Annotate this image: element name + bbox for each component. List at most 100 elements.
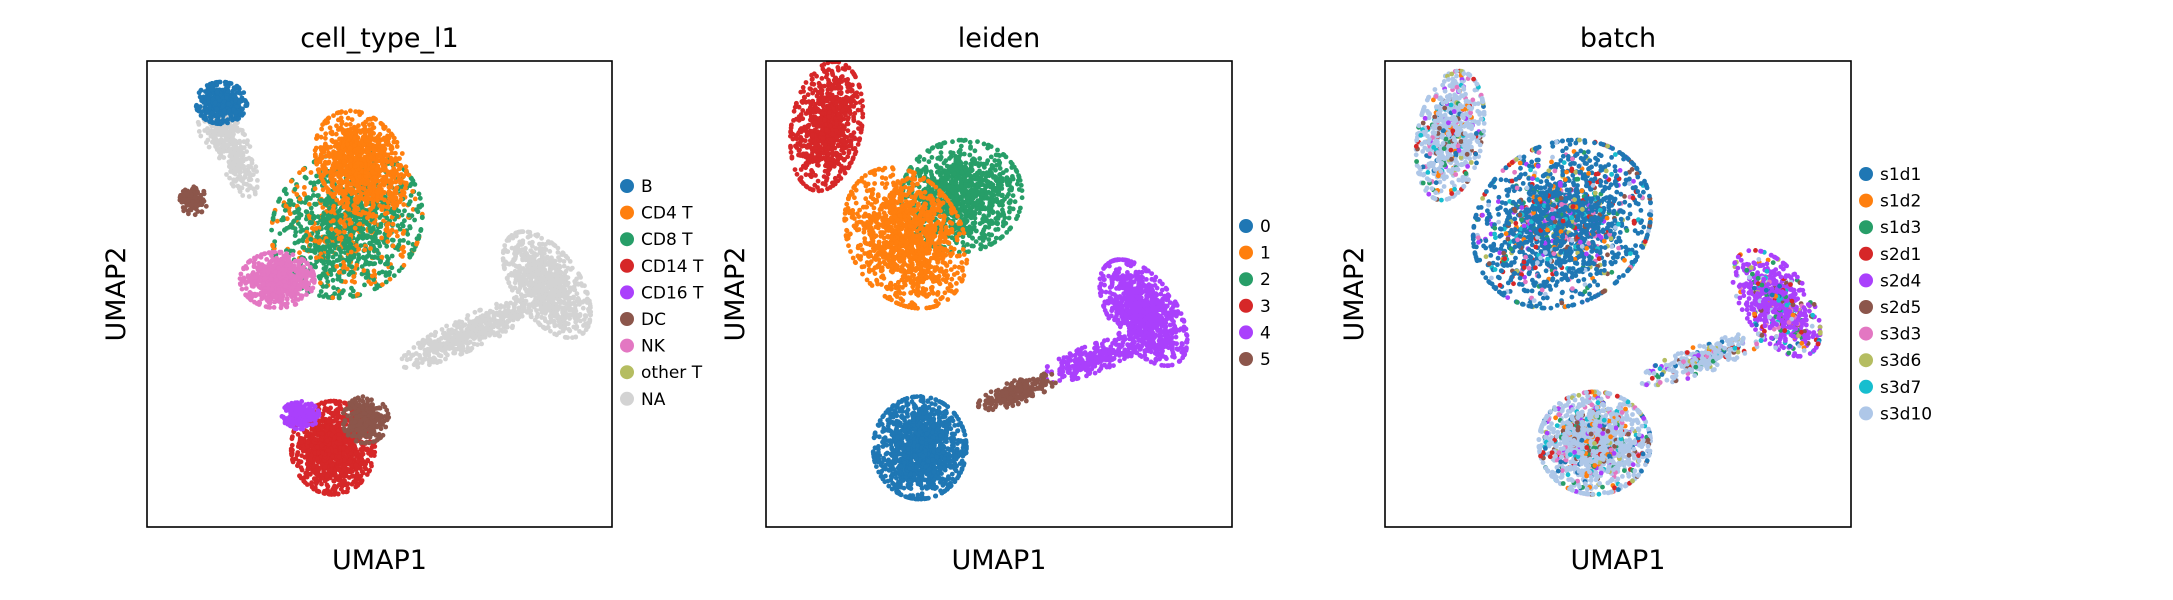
point — [198, 192, 204, 198]
point — [356, 235, 362, 241]
point — [209, 110, 215, 116]
point — [372, 261, 378, 266]
point — [348, 122, 353, 127]
point — [456, 334, 462, 340]
point — [373, 177, 378, 183]
point — [308, 205, 314, 211]
point — [373, 285, 379, 291]
point — [287, 211, 293, 217]
point — [407, 225, 413, 231]
point — [379, 149, 384, 155]
point — [466, 348, 471, 354]
point — [370, 225, 376, 231]
point — [252, 299, 257, 305]
point — [333, 251, 339, 257]
point — [239, 286, 245, 292]
point — [426, 348, 432, 353]
point — [323, 264, 329, 270]
point — [345, 196, 351, 202]
point — [281, 217, 286, 223]
point — [352, 130, 357, 136]
point — [328, 209, 334, 215]
point — [348, 150, 353, 156]
point — [337, 141, 342, 147]
point — [417, 195, 423, 201]
point — [431, 359, 437, 365]
point — [406, 212, 412, 218]
point — [303, 175, 309, 181]
point — [220, 103, 226, 109]
point — [464, 331, 470, 337]
point — [261, 251, 267, 257]
point — [385, 199, 391, 205]
point — [342, 213, 348, 219]
point — [286, 258, 292, 264]
point — [368, 234, 374, 240]
point — [501, 304, 507, 309]
point — [195, 190, 201, 196]
point — [344, 266, 350, 272]
point — [362, 282, 367, 288]
point — [310, 285, 316, 291]
point — [339, 212, 344, 218]
point — [371, 268, 377, 274]
point — [369, 121, 375, 127]
point — [337, 254, 343, 259]
point — [447, 346, 452, 351]
point — [487, 308, 493, 314]
point — [328, 169, 334, 175]
point — [371, 184, 377, 190]
point — [203, 203, 209, 209]
point — [552, 243, 558, 249]
point — [254, 184, 260, 190]
point — [255, 178, 260, 183]
point — [406, 201, 412, 207]
point — [200, 199, 206, 205]
point — [325, 294, 331, 300]
point — [314, 135, 319, 141]
point — [241, 145, 247, 150]
point — [385, 169, 391, 175]
point — [288, 178, 294, 184]
point — [497, 333, 503, 339]
point — [247, 185, 253, 191]
point — [316, 167, 322, 173]
point — [252, 291, 258, 297]
point — [339, 109, 344, 115]
point — [347, 145, 353, 151]
point — [354, 218, 360, 224]
point — [229, 162, 234, 168]
point — [287, 198, 292, 204]
point — [419, 214, 425, 220]
point — [529, 314, 534, 320]
point — [375, 197, 380, 203]
point — [356, 246, 361, 252]
point — [452, 350, 458, 356]
point — [504, 309, 510, 315]
point — [343, 110, 349, 116]
point — [313, 226, 319, 231]
point — [341, 197, 346, 203]
point — [263, 304, 269, 309]
point — [270, 256, 276, 262]
point — [359, 271, 365, 277]
point — [390, 243, 396, 249]
point — [215, 117, 221, 122]
point — [451, 341, 457, 346]
point — [243, 99, 249, 105]
point — [443, 356, 448, 362]
point — [404, 357, 410, 363]
point — [337, 190, 342, 196]
point — [304, 248, 310, 253]
point — [180, 205, 186, 210]
point — [370, 192, 376, 198]
point — [241, 111, 246, 116]
point — [356, 252, 361, 258]
point — [271, 305, 277, 310]
point — [198, 104, 203, 110]
point — [228, 169, 234, 174]
point — [395, 244, 401, 249]
point — [199, 209, 205, 215]
point — [516, 307, 522, 313]
